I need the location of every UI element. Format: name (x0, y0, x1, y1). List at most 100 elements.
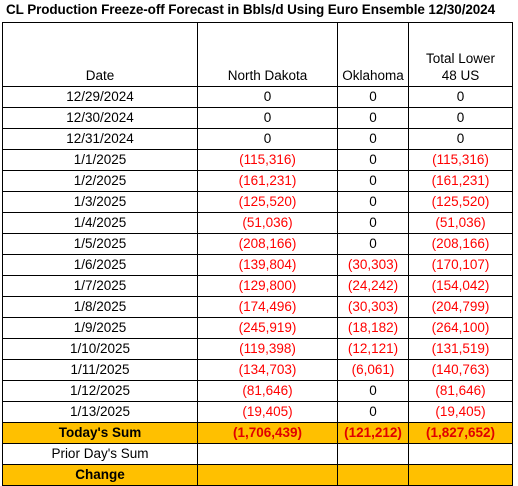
date-cell: 12/30/2024 (2, 107, 198, 129)
table-row: 1/6/2025 (139,804) (30,303) (170,107) (2, 254, 513, 276)
todays-sum-label: Today's Sum (2, 422, 198, 444)
date-cell: 1/3/2025 (2, 191, 198, 213)
table-row: 1/12/2025 (81,646) 0 (81,646) (2, 380, 513, 402)
north-dakota-cell: (161,231) (197, 170, 338, 192)
oklahoma-cell: 0 (337, 149, 409, 171)
table-row: 12/31/2024 0 0 0 (2, 128, 513, 150)
date-cell: 1/8/2025 (2, 296, 198, 318)
oklahoma-cell: (30,303) (337, 296, 409, 318)
oklahoma-cell: (30,303) (337, 254, 409, 276)
table-row: 1/4/2025 (51,036) 0 (51,036) (2, 212, 513, 234)
north-dakota-cell: (115,316) (197, 149, 338, 171)
oklahoma-cell: 0 (337, 380, 409, 402)
total-cell: (208,166) (408, 233, 513, 255)
header-row: Date North Dakota Oklahoma Total Lower 4… (2, 22, 513, 87)
total-cell: (81,646) (408, 380, 513, 402)
north-dakota-cell: (134,703) (197, 359, 338, 381)
table-row: 1/5/2025 (208,166) 0 (208,166) (2, 233, 513, 255)
total-cell: (140,763) (408, 359, 513, 381)
total-cell: (264,100) (408, 317, 513, 339)
header-date: Date (2, 22, 198, 87)
header-oklahoma: Oklahoma (337, 22, 409, 87)
date-cell: 1/6/2025 (2, 254, 198, 276)
north-dakota-cell: (81,646) (197, 380, 338, 402)
table-row: 1/8/2025 (174,496) (30,303) (204,799) (2, 296, 513, 318)
prior-day-sum-north-dakota (197, 443, 338, 465)
total-cell: (161,231) (408, 170, 513, 192)
north-dakota-cell: 0 (197, 128, 338, 150)
north-dakota-cell: (174,496) (197, 296, 338, 318)
date-cell: 1/10/2025 (2, 338, 198, 360)
date-cell: 12/31/2024 (2, 128, 198, 150)
total-cell: (51,036) (408, 212, 513, 234)
table-row: 1/2/2025 (161,231) 0 (161,231) (2, 170, 513, 192)
north-dakota-cell: (125,520) (197, 191, 338, 213)
oklahoma-cell: (12,121) (337, 338, 409, 360)
table-row: 1/9/2025 (245,919) (18,182) (264,100) (2, 317, 513, 339)
date-cell: 1/5/2025 (2, 233, 198, 255)
oklahoma-cell: (18,182) (337, 317, 409, 339)
total-cell: (170,107) (408, 254, 513, 276)
oklahoma-cell: 0 (337, 401, 409, 423)
table-row: 1/7/2025 (129,800) (24,242) (154,042) (2, 275, 513, 297)
todays-sum-total: (1,827,652) (408, 422, 513, 444)
table-row: 1/3/2025 (125,520) 0 (125,520) (2, 191, 513, 213)
oklahoma-cell: 0 (337, 86, 409, 108)
change-row: Change (2, 464, 513, 486)
date-cell: 1/4/2025 (2, 212, 198, 234)
north-dakota-cell: (19,405) (197, 401, 338, 423)
total-cell: 0 (408, 86, 513, 108)
north-dakota-cell: (51,036) (197, 212, 338, 234)
total-cell: (154,042) (408, 275, 513, 297)
change-oklahoma (337, 464, 409, 486)
north-dakota-cell: (208,166) (197, 233, 338, 255)
north-dakota-cell: (245,919) (197, 317, 338, 339)
date-cell: 1/9/2025 (2, 317, 198, 339)
north-dakota-cell: (119,398) (197, 338, 338, 360)
north-dakota-cell: 0 (197, 107, 338, 129)
change-north-dakota (197, 464, 338, 486)
todays-sum-row: Today's Sum (1,706,439) (121,212) (1,827,65… (2, 422, 513, 444)
change-total (408, 464, 513, 486)
change-label: Change (2, 464, 198, 486)
date-cell: 1/13/2025 (2, 401, 198, 423)
prior-day-sum-oklahoma (337, 443, 409, 465)
header-total-lower-48: Total Lower 48 US (408, 22, 513, 87)
oklahoma-cell: 0 (337, 170, 409, 192)
date-cell: 12/29/2024 (2, 86, 198, 108)
oklahoma-cell: 0 (337, 212, 409, 234)
todays-sum-north-dakota: (1,706,439) (197, 422, 338, 444)
date-cell: 1/2/2025 (2, 170, 198, 192)
table-row: 12/30/2024 0 0 0 (2, 107, 513, 129)
forecast-table: Date North Dakota Oklahoma Total Lower 4… (2, 22, 513, 486)
oklahoma-cell: 0 (337, 233, 409, 255)
north-dakota-cell: (129,800) (197, 275, 338, 297)
table-title: CL Production Freeze-off Forecast in Bbl… (6, 2, 495, 17)
oklahoma-cell: 0 (337, 128, 409, 150)
table-row: 1/13/2025 (19,405) 0 (19,405) (2, 401, 513, 423)
north-dakota-cell: 0 (197, 86, 338, 108)
date-cell: 1/11/2025 (2, 359, 198, 381)
prior-day-sum-label: Prior Day's Sum (2, 443, 198, 465)
header-north-dakota: North Dakota (197, 22, 338, 87)
total-cell: (115,316) (408, 149, 513, 171)
oklahoma-cell: 0 (337, 191, 409, 213)
table-row: 1/10/2025 (119,398) (12,121) (131,519) (2, 338, 513, 360)
prior-day-sum-row: Prior Day's Sum (2, 443, 513, 465)
oklahoma-cell: 0 (337, 107, 409, 129)
total-cell: 0 (408, 107, 513, 129)
total-cell: (19,405) (408, 401, 513, 423)
total-cell: (125,520) (408, 191, 513, 213)
total-cell: (131,519) (408, 338, 513, 360)
table-row: 12/29/2024 0 0 0 (2, 86, 513, 108)
date-cell: 1/7/2025 (2, 275, 198, 297)
todays-sum-oklahoma: (121,212) (337, 422, 409, 444)
oklahoma-cell: (24,242) (337, 275, 409, 297)
total-cell: 0 (408, 128, 513, 150)
prior-day-sum-total (408, 443, 513, 465)
oklahoma-cell: (6,061) (337, 359, 409, 381)
date-cell: 1/1/2025 (2, 149, 198, 171)
date-cell: 1/12/2025 (2, 380, 198, 402)
table-row: 1/11/2025 (134,703) (6,061) (140,763) (2, 359, 513, 381)
total-cell: (204,799) (408, 296, 513, 318)
